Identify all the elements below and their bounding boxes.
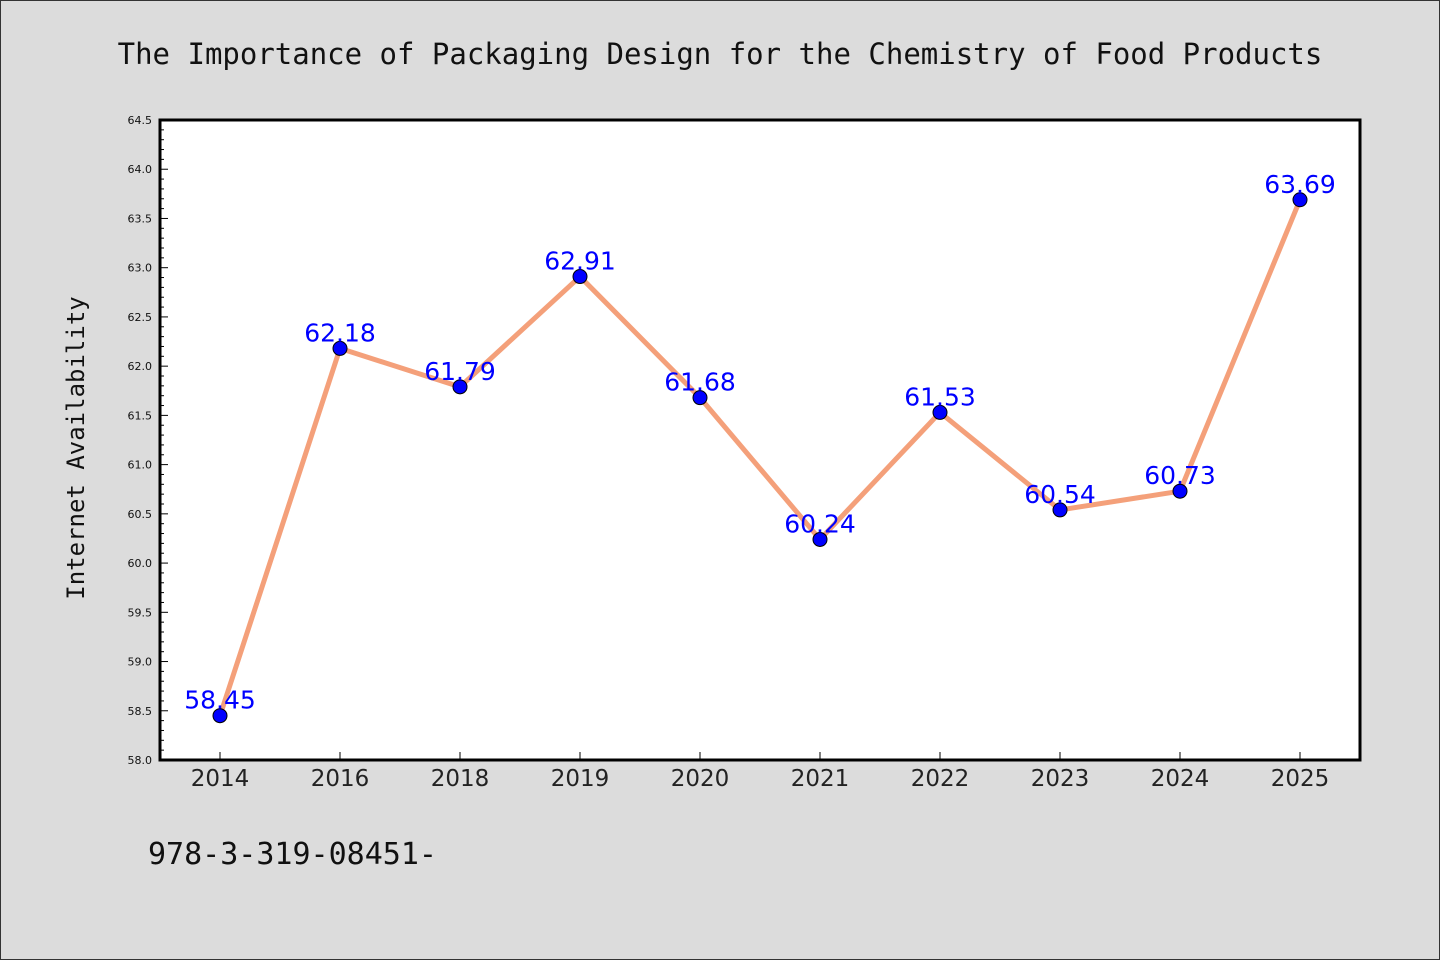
y-axis-ticks: 58.0 58.5 59.0 59.5 60.0 60.5 61.0 61.5 62.0 62.5… [128,114,168,767]
series-group: 58.45 62.18 61.79 62.91 61.68 60.24 61.53 60.54… [184,170,1336,724]
data-label: 60.73 [1144,461,1216,490]
data-point [932,404,948,420]
plot-area [158,118,1362,762]
y-tick-label: 62.5 [128,311,153,324]
y-tick-label: 61.5 [128,409,153,422]
y-tick-label: 58.5 [128,705,153,718]
footer-code: 978-3-319-08451- [148,837,437,872]
data-point [1172,483,1188,499]
data-point [452,379,468,395]
x-tick-label: 2019 [551,766,610,792]
data-label: 61.79 [424,357,496,386]
x-tick-label: 2023 [1031,766,1090,792]
y-tick-label: 63.5 [128,212,153,225]
data-point [332,340,348,356]
y-tick-label: 64.0 [128,163,153,176]
x-tick-label: 2021 [791,766,850,792]
y-tick-label: 58.0 [128,754,153,767]
data-point [1292,192,1308,208]
data-label: 60.24 [784,509,856,538]
chart-title: The Importance of Packaging Design for t… [118,37,1323,71]
data-point [1052,502,1068,518]
data-point [692,390,708,406]
y-tick-label: 59.5 [128,606,153,619]
x-axis-ticks: 2014 2016 2018 2019 2020 2021 2022 2023 2024 2025 [191,752,1330,792]
y-tick-label: 60.5 [128,508,153,521]
data-label: 61.68 [664,368,736,397]
data-label: 60.54 [1024,480,1096,509]
x-tick-label: 2014 [191,766,250,792]
x-tick-label: 2025 [1271,766,1330,792]
y-tick-label: 61.0 [128,459,153,472]
x-tick-label: 2022 [911,766,970,792]
data-label: 58.45 [184,686,256,715]
x-tick-label: 2020 [671,766,730,792]
x-tick-label: 2016 [311,766,370,792]
data-label: 63.69 [1264,170,1336,199]
data-label: 61.53 [904,382,976,411]
data-label: 62.91 [544,247,616,276]
y-tick-label: 59.0 [128,656,153,669]
x-tick-label: 2024 [1151,766,1210,792]
y-tick-label: 60.0 [128,557,153,570]
y-tick-label: 62.0 [128,360,153,373]
data-point [212,708,228,724]
x-tick-label: 2018 [431,766,490,792]
data-label: 62.18 [304,318,376,347]
series-line [217,198,1303,717]
data-point [812,531,828,547]
y-tick-label: 63.0 [128,262,153,275]
data-point [572,269,588,285]
y-tick-label: 64.5 [128,114,153,127]
y-axis-label: Internet Availability [62,296,90,599]
